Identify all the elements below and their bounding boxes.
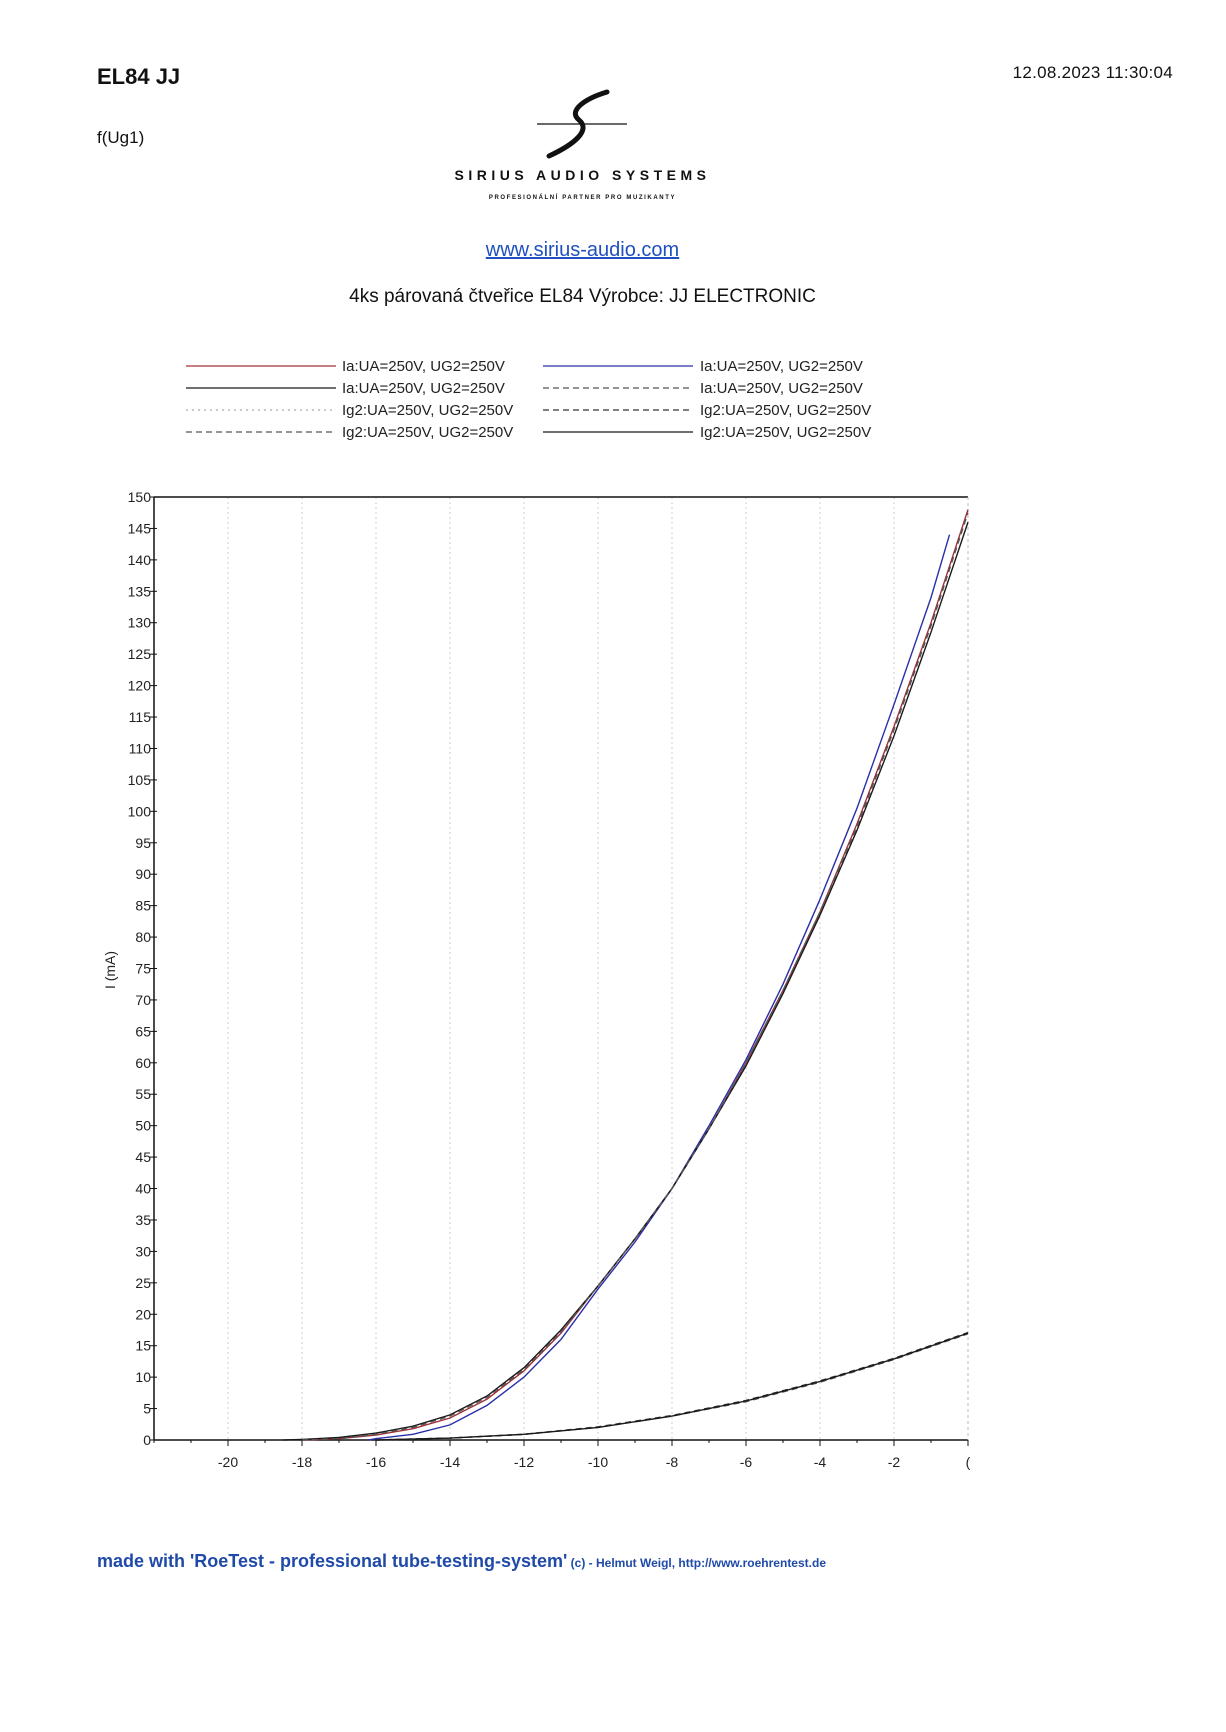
y-tick-label: 115 [129, 709, 152, 725]
brand-name: SIRIUS AUDIO SYSTEMS [454, 167, 711, 183]
y-tick-label: 125 [128, 646, 152, 662]
series-line-1 [301, 509, 969, 1441]
y-tick-label: 110 [129, 740, 152, 756]
x-tick-label: -20 [218, 1454, 238, 1470]
y-tick-label: 120 [128, 678, 152, 694]
x-tick-label: -8 [666, 1454, 679, 1470]
y-tick-label: 5 [143, 1401, 151, 1417]
product-description: 4ks párovaná čtveřice EL84 Výrobce: JJ E… [349, 286, 816, 307]
y-tick-label: 20 [135, 1306, 151, 1322]
legend-label: Ig2:UA=250V, UG2=250V [700, 402, 871, 419]
legend-label: Ia:UA=250V, UG2=250V [700, 358, 863, 375]
y-tick-label: 10 [135, 1369, 151, 1385]
y-tick-label: 50 [135, 1118, 151, 1134]
page-title: EL84 JJ [97, 64, 181, 89]
x-tick-label: -14 [440, 1454, 460, 1470]
y-tick-label: 55 [135, 1086, 151, 1102]
x-axis-ticks: -20 -18 -16 -14 -12 -10 -8 -6 -4 -2 ( [153, 1440, 971, 1470]
series-line-7 [375, 1333, 969, 1441]
y-tick-label: 95 [135, 835, 151, 851]
x-tick-label: -12 [514, 1454, 534, 1470]
y-tick-label: 100 [128, 803, 152, 819]
y-tick-label: 25 [135, 1275, 151, 1291]
legend-label: Ia:UA=250V, UG2=250V [342, 380, 505, 397]
series-line-4 [301, 512, 969, 1441]
y-tick-label: 40 [135, 1181, 151, 1197]
y-tick-label: 45 [135, 1149, 151, 1165]
x-tick-label: -6 [740, 1454, 753, 1470]
y-axis-label: I (mA) [102, 951, 118, 989]
series-line-8 [375, 1332, 969, 1441]
y-tick-label: 70 [135, 992, 151, 1008]
chart-grid [227, 497, 895, 1440]
y-tick-label: 145 [128, 520, 152, 536]
y-tick-label: 60 [135, 1055, 151, 1071]
y-tick-label: 35 [135, 1212, 151, 1228]
footer-credit: made with 'RoeTest - professional tube-t… [97, 1551, 826, 1572]
y-tick-label: 140 [128, 552, 152, 568]
chart-legend: Ia:UA=250V, UG2=250V Ia:UA=250V, UG2=250V… [186, 358, 871, 441]
x-tick-label: -2 [888, 1454, 901, 1470]
x-tick-label: -4 [814, 1454, 827, 1470]
x-tick-label: -10 [588, 1454, 608, 1470]
x-tick-label: ( [966, 1454, 971, 1470]
legend-label: Ig2:UA=250V, UG2=250V [342, 402, 513, 419]
chart-series [283, 509, 969, 1441]
chart-frame [153, 496, 969, 1441]
website-link[interactable]: www.sirius-audio.com [485, 239, 680, 261]
legend-label: Ig2:UA=250V, UG2=250V [700, 424, 871, 441]
function-label: f(Ug1) [97, 128, 145, 147]
timestamp: 12.08.2023 11:30:04 [1012, 63, 1173, 82]
y-axis-ticks: 0 5 10 15 20 25 30 35 40 45 50 55 60 65 70 75 80 85 90 95 10… [128, 489, 157, 1448]
sirius-logo-icon [537, 89, 627, 159]
y-tick-label: 15 [135, 1338, 151, 1354]
y-tick-label: 150 [128, 489, 152, 505]
series-line-3 [283, 521, 969, 1441]
y-tick-label: 105 [128, 772, 152, 788]
legend-label: Ig2:UA=250V, UG2=250V [342, 424, 513, 441]
x-tick-label: -18 [292, 1454, 312, 1470]
legend-label: Ia:UA=250V, UG2=250V [700, 380, 863, 397]
y-tick-label: 0 [143, 1432, 151, 1448]
y-tick-label: 30 [135, 1243, 151, 1259]
y-tick-label: 135 [128, 583, 152, 599]
y-tick-label: 80 [135, 929, 151, 945]
y-tick-label: 90 [135, 866, 151, 882]
footer-main: made with 'RoeTest - professional tube-t… [97, 1551, 568, 1571]
y-tick-label: 130 [128, 615, 152, 631]
legend-label: Ia:UA=250V, UG2=250V [342, 358, 505, 375]
y-tick-label: 85 [135, 898, 151, 914]
brand-tagline: PROFESIONÁLNÍ PARTNER PRO MUZIKANTY [488, 195, 677, 201]
transfer-curve-chart: Ia:UA=250V, UG2=250V Ia:UA=250V, UG2=250V… [102, 358, 971, 1470]
footer-small: (c) - Helmut Weigl, http://www.roehrente… [567, 1556, 826, 1570]
y-tick-label: 75 [135, 961, 151, 977]
x-tick-label: -16 [366, 1454, 386, 1470]
series-line-2 [368, 534, 951, 1441]
y-tick-label: 65 [135, 1023, 151, 1039]
